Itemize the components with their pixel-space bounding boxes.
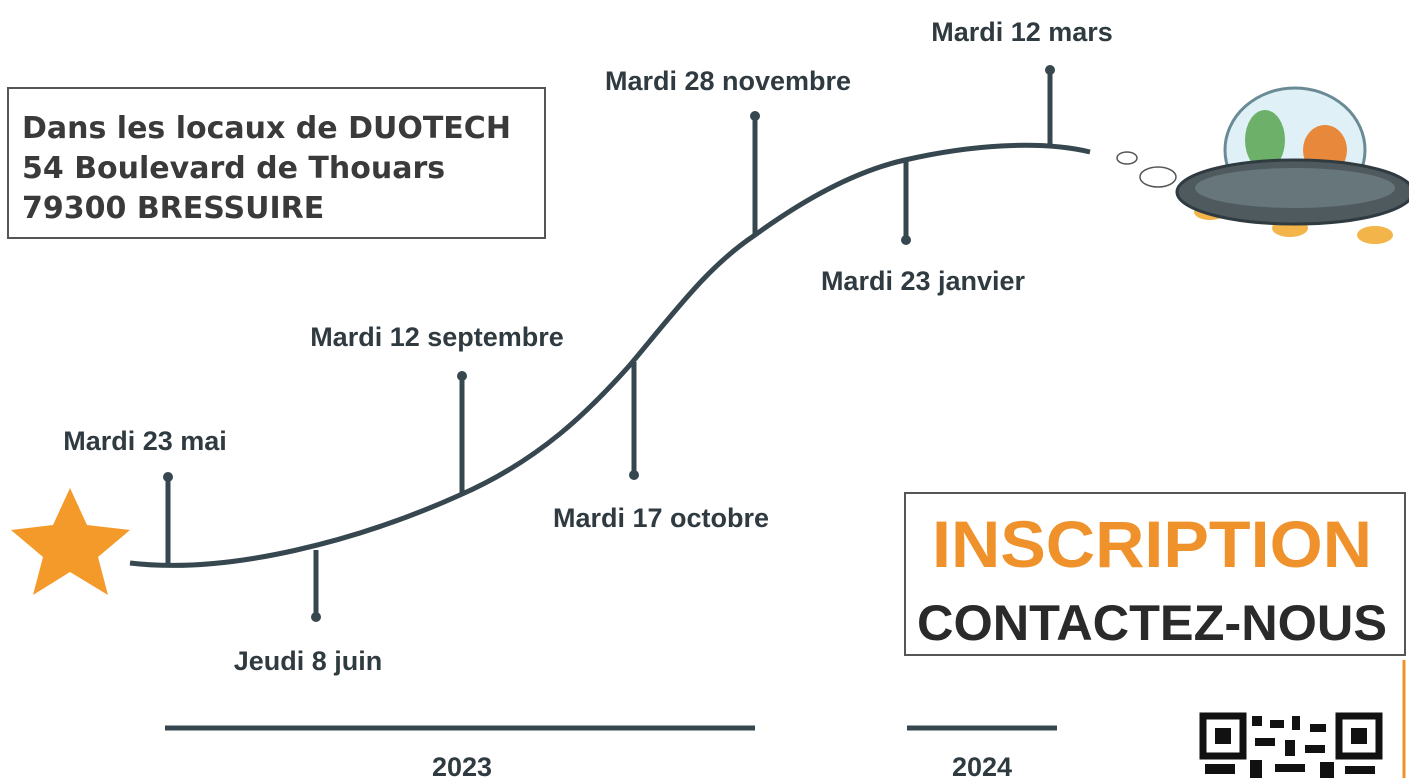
stem-dot <box>629 470 639 480</box>
event-label: Mardi 23 janvier <box>821 266 1026 296</box>
stem-dot <box>163 472 173 482</box>
stem-dot <box>750 111 760 121</box>
stem-dot <box>311 612 321 622</box>
timeline-curve <box>129 142 1091 568</box>
qr-code <box>1199 712 1383 778</box>
start-star <box>11 488 130 595</box>
event-label: Jeudi 8 juin <box>234 646 383 676</box>
address-line: 79300 BRESSUIRE <box>22 191 324 226</box>
address-box <box>7 87 546 239</box>
stems <box>163 65 1055 622</box>
stem-dot <box>457 371 467 381</box>
inscription-box <box>904 492 1406 656</box>
event-label: Mardi 28 novembre <box>605 66 851 96</box>
event-label: Mardi 12 septembre <box>310 322 564 352</box>
address-line: Dans les locaux de DUOTECH <box>22 111 511 146</box>
inscription-title: INSCRIPTION <box>932 507 1372 581</box>
year-label: 2024 <box>952 752 1012 778</box>
address-line: 54 Boulevard de Thouars <box>22 151 445 186</box>
event-label: Mardi 12 mars <box>931 17 1113 47</box>
event-label: Mardi 23 mai <box>63 426 227 456</box>
event-label: Mardi 17 octobre <box>553 503 769 533</box>
year-label: 2023 <box>432 752 492 778</box>
stem-dot <box>901 235 911 245</box>
ufo-illustration <box>1116 86 1409 244</box>
stem-dot <box>1045 65 1055 75</box>
inscription-subtitle: CONTACTEZ-NOUS <box>917 595 1387 651</box>
